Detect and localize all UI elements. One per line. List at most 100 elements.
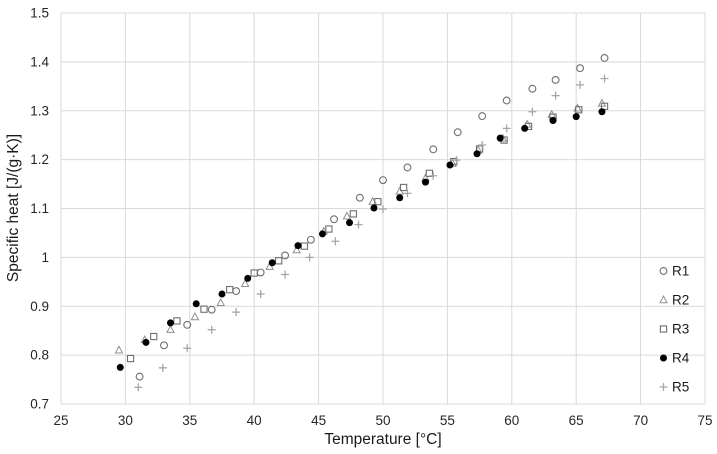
point-R1 — [576, 64, 585, 73]
point-R3 — [575, 106, 583, 114]
point-R5 — [183, 344, 192, 353]
point-R4 — [521, 124, 529, 132]
point-R3 — [275, 257, 283, 265]
legend-label-R4: R4 — [672, 351, 690, 366]
point-R1 — [403, 163, 412, 172]
y-axis-tick-labels: 0.7 0.8 0.9 1 1.1 1.2 1.3 1.4 1.5 — [30, 6, 49, 412]
point-R4 — [396, 194, 404, 202]
point-R1 — [330, 215, 339, 224]
x-tick-label-50: 50 — [375, 413, 390, 428]
series-R2 — [114, 98, 607, 354]
point-R3 — [374, 198, 382, 206]
legend-item-R5: R5 — [659, 380, 689, 395]
y-tick-label-0.8: 0.8 — [30, 348, 49, 363]
point-R4 — [496, 134, 504, 142]
y-axis-title: Specific heat [J/(g·K)] — [5, 134, 22, 282]
point-R1 — [207, 305, 216, 314]
point-R5 — [600, 74, 609, 83]
y-tick-label-1.2: 1.2 — [30, 152, 49, 167]
point-R4 — [268, 259, 276, 267]
point-R2 — [573, 103, 582, 112]
point-R4 — [142, 338, 150, 346]
point-R1 — [478, 112, 487, 121]
point-R4 — [244, 274, 252, 282]
y-tick-label-1.5: 1.5 — [30, 6, 49, 21]
point-R5 — [551, 91, 560, 100]
point-R3 — [349, 210, 358, 218]
x-axis-tick-labels: 25 30 35 40 45 50 55 60 65 70 75 — [53, 413, 712, 428]
point-R1 — [600, 54, 609, 62]
point-R1 — [232, 287, 241, 296]
point-R5 — [158, 363, 167, 372]
point-R1 — [281, 251, 290, 260]
point-R5 — [452, 156, 461, 165]
legend-marker-R5 — [659, 383, 668, 391]
y-tick-label-0.9: 0.9 — [30, 299, 49, 314]
legend: R1 R2 R3 R4 R5 — [659, 264, 690, 395]
x-tick-label-60: 60 — [504, 413, 519, 428]
point-R4 — [192, 300, 200, 308]
point-R4 — [446, 161, 454, 169]
point-R2 — [342, 211, 352, 220]
point-R2 — [114, 345, 124, 354]
point-R4 — [572, 113, 580, 121]
legend-marker-R1 — [659, 267, 668, 275]
legend-item-R1: R1 — [659, 264, 689, 279]
point-R3 — [150, 332, 158, 341]
x-axis-title: Temperature [°C] — [324, 431, 441, 448]
data-points-layer — [114, 54, 609, 392]
legend-item-R2: R2 — [659, 293, 689, 308]
point-R5 — [379, 204, 387, 213]
point-R1 — [379, 176, 387, 185]
x-tick-label-40: 40 — [247, 413, 262, 428]
point-R2 — [240, 278, 250, 287]
point-R1 — [135, 372, 144, 381]
point-R5 — [281, 270, 290, 279]
point-R4 — [116, 363, 124, 371]
x-tick-label-45: 45 — [311, 413, 326, 428]
point-R4 — [370, 204, 378, 212]
point-R5 — [305, 253, 314, 262]
point-R1 — [502, 96, 511, 105]
x-tick-label-55: 55 — [440, 413, 455, 428]
point-R5 — [429, 171, 438, 180]
point-R3 — [399, 183, 408, 192]
y-tick-label-1.1: 1.1 — [30, 201, 49, 216]
point-R5 — [528, 107, 537, 116]
point-R1 — [528, 84, 537, 93]
point-R5 — [207, 325, 216, 334]
point-R5 — [134, 383, 143, 392]
legend-label-R3: R3 — [672, 322, 689, 337]
point-R2 — [190, 312, 200, 321]
point-R4 — [598, 108, 606, 116]
point-R3 — [250, 269, 258, 277]
point-R3 — [226, 285, 234, 294]
point-R3 — [126, 354, 135, 363]
point-R5 — [354, 220, 363, 229]
legend-label-R5: R5 — [672, 380, 689, 395]
point-R5 — [478, 140, 487, 149]
gridlines — [60, 12, 706, 405]
point-R3 — [325, 225, 333, 233]
x-tick-label-70: 70 — [633, 413, 648, 428]
series-R5 — [134, 74, 609, 392]
point-R5 — [502, 124, 511, 133]
x-tick-label-30: 30 — [118, 413, 133, 428]
legend-item-R3: R3 — [659, 322, 689, 337]
y-tick-label-1.3: 1.3 — [30, 103, 49, 118]
y-tick-label-1.4: 1.4 — [30, 54, 49, 69]
legend-label-R1: R1 — [672, 264, 689, 279]
point-R4 — [473, 150, 481, 158]
point-R1 — [160, 341, 168, 350]
point-R4 — [422, 178, 430, 186]
series-R4 — [116, 108, 606, 371]
point-R2 — [166, 324, 175, 333]
y-tick-label-1: 1 — [41, 250, 49, 265]
x-tick-label-35: 35 — [182, 413, 197, 428]
point-R1 — [306, 235, 315, 244]
point-R2 — [292, 245, 302, 254]
x-tick-label-65: 65 — [569, 413, 584, 428]
legend-marker-R4 — [660, 354, 667, 362]
point-R1 — [551, 76, 560, 84]
